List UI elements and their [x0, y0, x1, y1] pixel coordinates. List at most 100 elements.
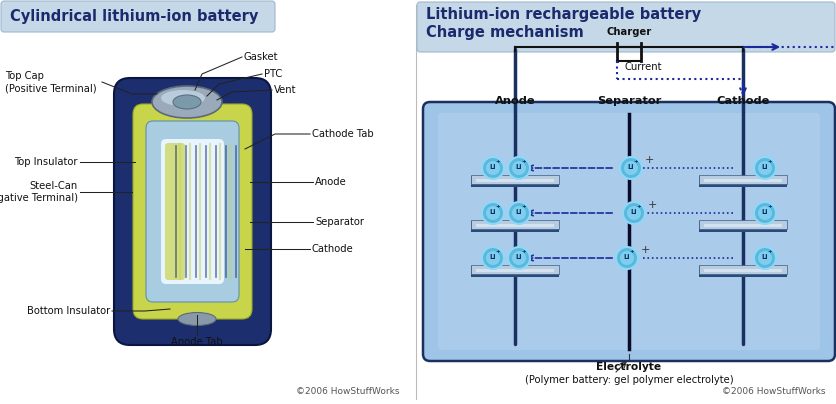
FancyBboxPatch shape	[476, 224, 553, 227]
Text: Current: Current	[624, 62, 662, 72]
Text: Anode Tab: Anode Tab	[171, 337, 222, 347]
Text: +: +	[521, 160, 526, 164]
Text: Li: Li	[489, 164, 496, 170]
Ellipse shape	[178, 313, 216, 326]
Text: Cylindrical lithium-ion battery: Cylindrical lithium-ion battery	[10, 10, 258, 25]
Text: (Polymer battery: gel polymer electrolyte): (Polymer battery: gel polymer electrolyt…	[524, 375, 732, 385]
FancyBboxPatch shape	[165, 143, 185, 280]
Text: +: +	[636, 204, 640, 210]
Circle shape	[482, 202, 503, 224]
FancyBboxPatch shape	[698, 175, 786, 184]
Text: +: +	[633, 160, 638, 164]
Text: Top Cap
(Positive Terminal): Top Cap (Positive Terminal)	[5, 71, 96, 93]
Polygon shape	[698, 221, 786, 232]
FancyBboxPatch shape	[698, 265, 786, 274]
Text: Bottom Insulator: Bottom Insulator	[27, 306, 110, 316]
Polygon shape	[698, 266, 786, 277]
Circle shape	[753, 202, 775, 224]
FancyBboxPatch shape	[476, 179, 553, 182]
FancyBboxPatch shape	[416, 2, 834, 52]
FancyBboxPatch shape	[471, 265, 558, 274]
Circle shape	[753, 157, 775, 179]
Text: Li: Li	[489, 254, 496, 260]
FancyBboxPatch shape	[133, 104, 252, 319]
Circle shape	[753, 247, 775, 269]
Text: Li: Li	[630, 209, 636, 215]
FancyBboxPatch shape	[703, 269, 781, 272]
Circle shape	[619, 157, 641, 179]
Circle shape	[482, 247, 503, 269]
Text: Vent: Vent	[273, 85, 296, 95]
Ellipse shape	[152, 86, 222, 118]
Text: +: +	[495, 250, 500, 255]
Ellipse shape	[173, 95, 201, 109]
FancyBboxPatch shape	[161, 139, 224, 284]
Text: Gasket: Gasket	[244, 52, 278, 62]
Circle shape	[486, 161, 499, 175]
Text: Separator: Separator	[314, 217, 364, 227]
Text: Li: Li	[515, 209, 522, 215]
Text: Cathode: Cathode	[312, 244, 354, 254]
Text: Li: Li	[515, 254, 522, 260]
Text: Charger: Charger	[605, 27, 651, 37]
Text: +: +	[495, 160, 500, 164]
Text: Steel-Can
(Negative Terminal): Steel-Can (Negative Terminal)	[0, 181, 78, 203]
Circle shape	[619, 251, 633, 265]
Text: +: +	[640, 245, 650, 255]
Circle shape	[615, 247, 637, 269]
FancyBboxPatch shape	[437, 113, 819, 350]
Polygon shape	[471, 221, 558, 232]
FancyBboxPatch shape	[476, 269, 553, 272]
FancyBboxPatch shape	[1, 1, 275, 32]
Circle shape	[624, 161, 637, 175]
Text: +: +	[647, 200, 656, 210]
Text: Separator: Separator	[596, 96, 660, 106]
Text: +: +	[767, 160, 772, 164]
Circle shape	[512, 161, 525, 175]
Text: Cathode: Cathode	[716, 96, 769, 106]
FancyBboxPatch shape	[703, 179, 781, 182]
Polygon shape	[471, 176, 558, 187]
Text: Li: Li	[761, 254, 767, 260]
Text: PTC: PTC	[263, 69, 282, 79]
Text: +: +	[495, 204, 500, 210]
Circle shape	[507, 202, 529, 224]
Text: +: +	[767, 250, 772, 255]
Circle shape	[482, 157, 503, 179]
Text: Lithium-ion rechargeable battery: Lithium-ion rechargeable battery	[426, 8, 701, 23]
Text: +: +	[521, 204, 526, 210]
Polygon shape	[471, 266, 558, 277]
Text: Charge mechanism: Charge mechanism	[426, 25, 583, 40]
Text: Anode: Anode	[314, 177, 346, 187]
Text: +: +	[521, 250, 526, 255]
FancyBboxPatch shape	[422, 102, 834, 361]
Text: +: +	[767, 204, 772, 210]
Text: Li: Li	[623, 254, 630, 260]
FancyBboxPatch shape	[471, 220, 558, 229]
Text: Anode: Anode	[494, 96, 535, 106]
FancyBboxPatch shape	[145, 121, 239, 302]
Circle shape	[622, 202, 645, 224]
Text: Electrolyte: Electrolyte	[596, 362, 660, 372]
Text: Li: Li	[489, 209, 496, 215]
Circle shape	[626, 206, 640, 220]
Circle shape	[486, 206, 499, 220]
Circle shape	[512, 251, 525, 265]
Circle shape	[757, 251, 771, 265]
Text: Li: Li	[515, 164, 522, 170]
Polygon shape	[698, 176, 786, 187]
Circle shape	[507, 247, 529, 269]
Circle shape	[757, 161, 771, 175]
FancyBboxPatch shape	[114, 78, 271, 345]
Text: +: +	[629, 250, 634, 255]
FancyBboxPatch shape	[698, 220, 786, 229]
Text: Top Insulator: Top Insulator	[14, 157, 78, 167]
FancyBboxPatch shape	[703, 224, 781, 227]
Circle shape	[507, 157, 529, 179]
FancyBboxPatch shape	[471, 175, 558, 184]
Ellipse shape	[161, 90, 205, 106]
Text: Li: Li	[761, 164, 767, 170]
Text: Cathode Tab: Cathode Tab	[312, 129, 373, 139]
Circle shape	[757, 206, 771, 220]
Text: ©2006 HowStuffWorks: ©2006 HowStuffWorks	[296, 387, 400, 396]
